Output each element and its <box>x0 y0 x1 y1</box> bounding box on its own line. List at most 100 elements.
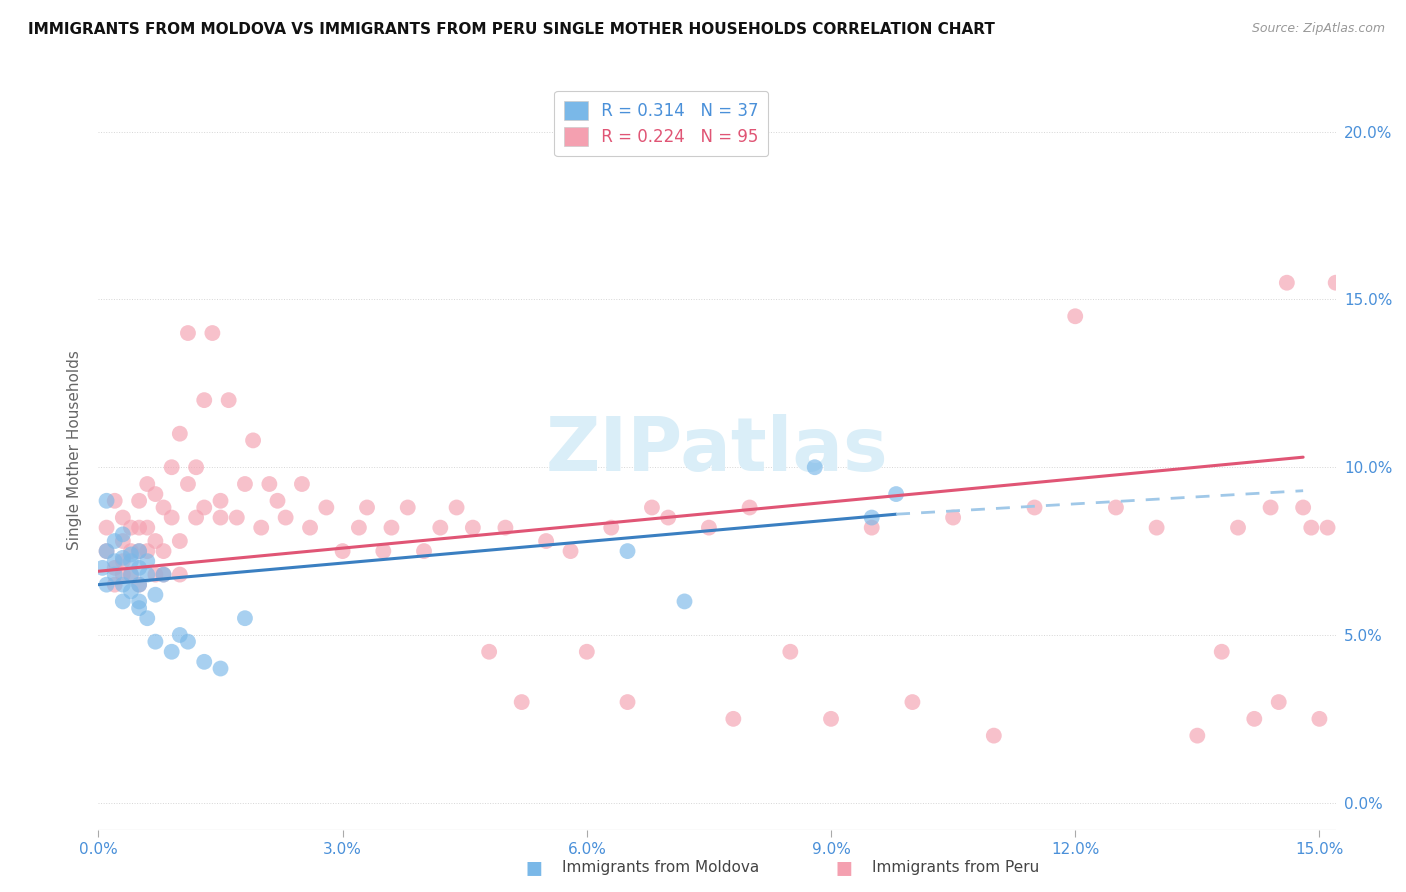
Point <box>209 493 232 508</box>
Point <box>446 500 468 515</box>
Point <box>1211 645 1233 659</box>
Point <box>104 567 127 582</box>
Point <box>242 434 264 448</box>
Point <box>413 544 436 558</box>
Point <box>820 712 842 726</box>
Point <box>136 477 159 491</box>
Point <box>1024 500 1046 515</box>
Text: ▪: ▪ <box>524 853 544 881</box>
Text: Immigrants from Moldova: Immigrants from Moldova <box>562 860 759 874</box>
Point <box>373 544 395 558</box>
Point <box>884 487 907 501</box>
Point <box>120 544 142 558</box>
Point <box>120 567 142 582</box>
Text: IMMIGRANTS FROM MOLDOVA VS IMMIGRANTS FROM PERU SINGLE MOTHER HOUSEHOLDS CORRELA: IMMIGRANTS FROM MOLDOVA VS IMMIGRANTS FR… <box>28 22 995 37</box>
Point <box>201 326 224 340</box>
Point <box>347 521 370 535</box>
Point <box>160 645 183 659</box>
Point <box>673 594 696 608</box>
Text: Immigrants from Peru: Immigrants from Peru <box>872 860 1039 874</box>
Point <box>111 594 134 608</box>
Point <box>111 550 134 565</box>
Point <box>461 521 484 535</box>
Text: ▪: ▪ <box>834 853 853 881</box>
Point <box>169 426 191 441</box>
Point <box>120 521 142 535</box>
Point <box>1301 521 1323 535</box>
Point <box>96 577 118 591</box>
Point <box>169 567 191 582</box>
Point <box>356 500 378 515</box>
Point <box>177 477 200 491</box>
Point <box>332 544 354 558</box>
Point <box>169 628 191 642</box>
Point <box>779 645 801 659</box>
Point <box>1243 712 1265 726</box>
Point <box>111 577 134 591</box>
Point <box>510 695 533 709</box>
Point <box>901 695 924 709</box>
Point <box>657 510 679 524</box>
Point <box>152 544 174 558</box>
Point <box>177 326 200 340</box>
Y-axis label: Single Mother Households: Single Mother Households <box>67 351 83 550</box>
Point <box>128 544 150 558</box>
Point <box>723 712 745 726</box>
Point <box>380 521 402 535</box>
Point <box>860 521 883 535</box>
Point <box>136 611 159 625</box>
Point <box>111 554 134 568</box>
Point <box>136 554 159 568</box>
Point <box>128 493 150 508</box>
Point <box>1267 695 1289 709</box>
Point <box>641 500 664 515</box>
Point <box>250 521 273 535</box>
Point <box>193 393 215 408</box>
Point <box>128 577 150 591</box>
Point <box>152 500 174 515</box>
Point <box>1308 712 1330 726</box>
Text: ZIPatlas: ZIPatlas <box>546 414 889 487</box>
Point <box>111 534 134 549</box>
Point <box>152 567 174 582</box>
Point <box>120 548 142 562</box>
Point <box>160 510 183 524</box>
Point <box>209 510 232 524</box>
Point <box>104 577 127 591</box>
Point <box>1324 276 1347 290</box>
Point <box>534 534 557 549</box>
Point <box>259 477 281 491</box>
Point <box>160 460 183 475</box>
Point <box>177 634 200 648</box>
Point <box>128 544 150 558</box>
Point <box>1146 521 1168 535</box>
Point <box>96 493 118 508</box>
Point <box>128 601 150 615</box>
Point <box>96 521 118 535</box>
Point <box>128 561 150 575</box>
Point <box>184 460 207 475</box>
Point <box>169 534 191 549</box>
Point <box>233 477 256 491</box>
Point <box>494 521 516 535</box>
Point <box>111 510 134 524</box>
Point <box>145 588 167 602</box>
Point <box>429 521 451 535</box>
Point <box>1316 521 1339 535</box>
Point <box>104 493 127 508</box>
Point <box>104 561 127 575</box>
Point <box>274 510 297 524</box>
Point <box>209 661 232 675</box>
Point <box>111 527 134 541</box>
Point <box>120 554 142 568</box>
Point <box>136 521 159 535</box>
Point <box>738 500 761 515</box>
Point <box>315 500 337 515</box>
Point <box>128 577 150 591</box>
Point <box>697 521 720 535</box>
Point <box>1292 500 1315 515</box>
Point <box>184 510 207 524</box>
Point <box>803 460 825 475</box>
Point <box>145 567 167 582</box>
Point <box>218 393 240 408</box>
